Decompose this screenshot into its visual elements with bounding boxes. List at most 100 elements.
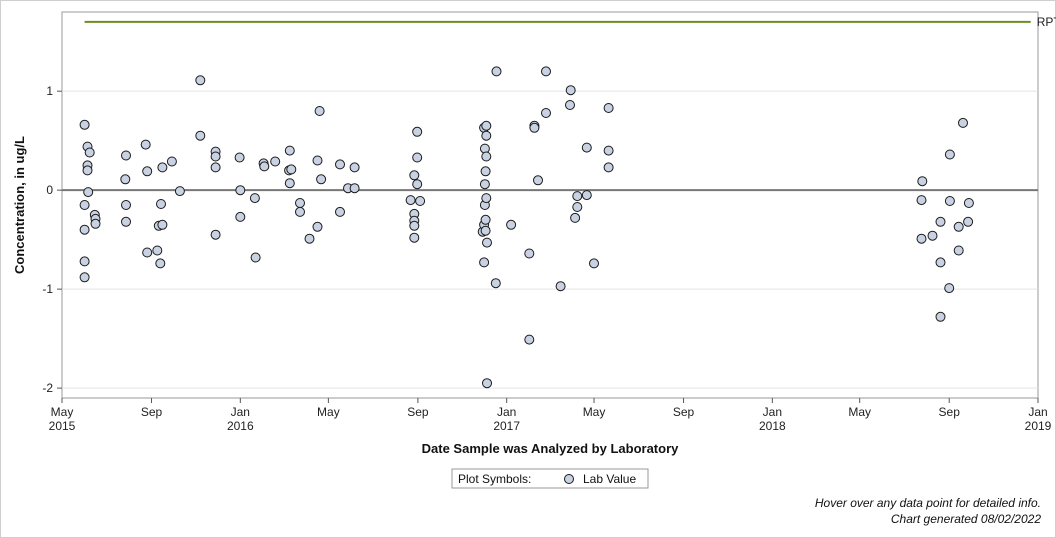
data-point[interactable] <box>935 311 946 322</box>
data-point[interactable] <box>529 122 540 133</box>
data-point[interactable] <box>917 176 928 187</box>
data-point[interactable] <box>335 206 345 217</box>
data-point[interactable] <box>409 170 420 181</box>
data-point[interactable] <box>157 219 168 230</box>
data-point[interactable] <box>533 175 543 186</box>
data-point[interactable] <box>349 162 360 173</box>
data-point[interactable] <box>316 174 327 185</box>
data-point[interactable] <box>121 200 131 210</box>
data-point[interactable] <box>581 190 592 201</box>
data-point[interactable] <box>581 142 592 153</box>
data-point[interactable] <box>79 119 90 130</box>
data-point[interactable] <box>234 152 245 163</box>
data-point[interactable] <box>589 258 599 269</box>
data-point[interactable] <box>121 150 131 161</box>
data-point[interactable] <box>565 100 575 110</box>
data-point[interactable] <box>142 247 153 258</box>
data-point[interactable] <box>541 66 551 77</box>
data-point[interactable] <box>405 195 416 206</box>
data-point[interactable] <box>156 199 166 209</box>
data-point[interactable] <box>412 152 423 163</box>
data-point[interactable] <box>83 187 94 198</box>
data-point[interactable] <box>953 221 964 232</box>
data-point[interactable] <box>140 139 151 150</box>
data-point[interactable] <box>195 130 206 141</box>
data-point[interactable] <box>944 283 955 294</box>
data-point[interactable] <box>480 166 491 177</box>
data-point[interactable] <box>415 196 426 206</box>
data-point[interactable] <box>152 245 163 256</box>
data-point[interactable] <box>249 193 260 204</box>
data-point[interactable] <box>295 206 305 217</box>
data-point[interactable] <box>270 156 281 167</box>
data-point[interactable] <box>603 103 614 113</box>
data-point[interactable] <box>916 195 927 206</box>
data-point[interactable] <box>157 162 168 173</box>
data-point[interactable] <box>409 220 420 231</box>
data-point[interactable] <box>570 212 581 223</box>
data-point[interactable] <box>79 224 90 235</box>
data-point[interactable] <box>603 145 614 156</box>
data-point[interactable] <box>506 219 517 230</box>
data-point[interactable] <box>944 149 955 160</box>
data-point[interactable] <box>572 191 583 202</box>
data-point[interactable] <box>481 120 492 131</box>
data-point[interactable] <box>482 378 492 389</box>
data-point[interactable] <box>412 126 423 137</box>
data-point[interactable] <box>524 334 535 345</box>
data-point[interactable] <box>210 229 221 240</box>
data-point[interactable] <box>524 248 535 259</box>
data-point[interactable] <box>481 130 492 141</box>
data-point[interactable] <box>491 66 502 77</box>
data-point[interactable] <box>90 218 101 229</box>
data-point[interactable] <box>944 196 955 206</box>
data-point[interactable] <box>963 216 974 227</box>
data-point[interactable] <box>481 193 492 204</box>
data-point[interactable] <box>79 200 90 210</box>
data-point[interactable] <box>259 161 270 172</box>
data-point[interactable] <box>166 156 177 167</box>
data-point[interactable] <box>284 178 295 189</box>
data-point[interactable] <box>284 145 295 156</box>
data-point[interactable] <box>572 202 583 212</box>
data-point[interactable] <box>235 211 246 222</box>
data-point[interactable] <box>121 216 131 227</box>
data-point[interactable] <box>195 75 206 86</box>
data-point[interactable] <box>82 165 93 176</box>
data-point[interactable] <box>953 245 964 256</box>
data-point[interactable] <box>295 198 305 208</box>
data-point[interactable] <box>412 179 423 190</box>
data-point[interactable] <box>409 232 420 243</box>
data-point[interactable] <box>335 159 345 170</box>
data-point[interactable] <box>958 117 968 128</box>
data-point[interactable] <box>286 164 297 175</box>
data-point[interactable] <box>565 85 576 96</box>
data-point[interactable] <box>210 151 221 162</box>
data-point[interactable] <box>555 281 566 292</box>
data-point[interactable] <box>312 221 323 232</box>
data-point[interactable] <box>84 147 95 158</box>
data-point[interactable] <box>490 278 501 289</box>
data-point[interactable] <box>927 230 938 241</box>
data-point[interactable] <box>210 162 221 173</box>
data-point[interactable] <box>480 225 491 236</box>
data-point[interactable] <box>935 216 946 227</box>
data-point[interactable] <box>481 151 492 162</box>
data-point[interactable] <box>479 257 490 268</box>
data-point[interactable] <box>603 162 614 173</box>
data-point[interactable] <box>79 256 90 267</box>
data-point[interactable] <box>479 179 490 190</box>
data-point[interactable] <box>963 198 974 208</box>
data-point[interactable] <box>142 166 153 177</box>
data-point[interactable] <box>304 233 315 244</box>
data-point[interactable] <box>174 186 185 197</box>
data-point[interactable] <box>935 257 946 268</box>
data-point[interactable] <box>235 185 246 196</box>
data-point[interactable] <box>482 237 492 248</box>
data-point[interactable] <box>79 272 90 283</box>
data-point[interactable] <box>250 252 261 263</box>
data-point[interactable] <box>312 155 323 166</box>
data-point[interactable] <box>314 106 325 116</box>
data-point[interactable] <box>120 174 131 185</box>
data-point[interactable] <box>541 108 551 118</box>
